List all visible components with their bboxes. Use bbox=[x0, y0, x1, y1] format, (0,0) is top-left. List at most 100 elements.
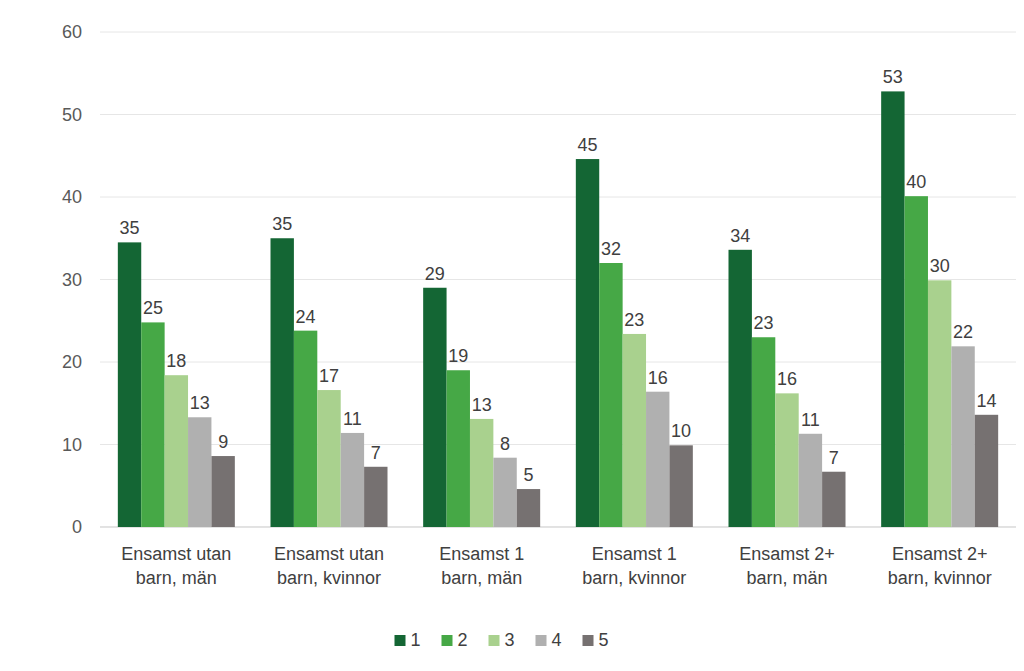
bar bbox=[646, 392, 669, 527]
data-label: 8 bbox=[500, 434, 510, 454]
legend-label: 3 bbox=[505, 630, 515, 650]
legend-swatch bbox=[395, 635, 406, 646]
legend-swatch bbox=[489, 635, 500, 646]
bar bbox=[881, 91, 904, 527]
grid-line bbox=[100, 444, 1016, 445]
legend-label: 5 bbox=[599, 630, 609, 650]
legend-label: 1 bbox=[411, 630, 421, 650]
x-tick-label-line: Ensamst utan bbox=[274, 544, 384, 564]
y-tick-label: 10 bbox=[62, 435, 82, 455]
bar bbox=[905, 196, 928, 527]
data-label: 14 bbox=[976, 391, 996, 411]
data-label: 30 bbox=[930, 256, 950, 276]
data-label: 10 bbox=[671, 421, 691, 441]
bar bbox=[211, 456, 234, 527]
data-label: 19 bbox=[448, 346, 468, 366]
bar bbox=[470, 419, 493, 527]
bar bbox=[623, 334, 646, 527]
legend-swatch bbox=[442, 635, 453, 646]
bar bbox=[141, 322, 164, 527]
y-tick-label: 0 bbox=[72, 517, 82, 537]
y-tick-label: 40 bbox=[62, 187, 82, 207]
x-tick-label-line: barn, kvinnor bbox=[277, 568, 381, 588]
data-labels: 3535294534532524193223401817132316301311… bbox=[120, 67, 997, 485]
x-tick-label: Ensamst 1 barn, kvinnor bbox=[582, 544, 686, 588]
bar bbox=[599, 263, 622, 527]
legend-swatch bbox=[536, 635, 547, 646]
x-tick-label-line: Ensamst 2+ bbox=[892, 544, 988, 564]
bar bbox=[975, 415, 998, 527]
bar bbox=[118, 242, 141, 527]
grid-line bbox=[100, 114, 1016, 115]
bar bbox=[822, 472, 845, 527]
bar bbox=[752, 337, 775, 527]
legend-label: 2 bbox=[458, 630, 468, 650]
data-label: 7 bbox=[829, 448, 839, 468]
bar bbox=[951, 346, 974, 527]
x-tick-label: Ensamst 2+ barn, kvinnor bbox=[888, 544, 992, 588]
chart: 0102030405060353529453453252419322340181… bbox=[0, 0, 1024, 671]
bar bbox=[928, 280, 951, 527]
data-label: 35 bbox=[120, 218, 140, 238]
bar bbox=[294, 331, 317, 527]
bar bbox=[165, 375, 188, 527]
data-label: 40 bbox=[906, 172, 926, 192]
legend-swatch bbox=[583, 635, 594, 646]
bar bbox=[341, 433, 364, 527]
grid-line bbox=[100, 197, 1016, 198]
bars bbox=[118, 91, 998, 527]
bar bbox=[799, 434, 822, 527]
data-label: 29 bbox=[425, 264, 445, 284]
data-label: 16 bbox=[777, 369, 797, 389]
data-label: 7 bbox=[371, 443, 381, 463]
legend-label: 4 bbox=[552, 630, 562, 650]
data-label: 18 bbox=[166, 351, 186, 371]
data-label: 32 bbox=[601, 239, 621, 259]
data-label: 24 bbox=[296, 307, 316, 327]
data-label: 5 bbox=[523, 465, 533, 485]
bar bbox=[364, 467, 387, 527]
bar bbox=[576, 159, 599, 527]
bar bbox=[729, 250, 752, 527]
bar bbox=[317, 390, 340, 527]
x-tick-label-line: Ensamst 1 bbox=[439, 544, 524, 564]
data-label: 11 bbox=[801, 410, 820, 430]
y-tick-label: 50 bbox=[62, 105, 82, 125]
x-tick-label: Ensamst 1 barn, män bbox=[439, 544, 524, 588]
data-label: 53 bbox=[883, 67, 903, 87]
data-label: 35 bbox=[272, 214, 292, 234]
bar bbox=[493, 458, 516, 527]
x-tick-label-line: barn, män bbox=[136, 568, 217, 588]
bar bbox=[669, 445, 692, 527]
grid-line bbox=[100, 362, 1016, 363]
bar bbox=[423, 288, 446, 527]
x-tick-label: Ensamst utanbarn, män bbox=[121, 544, 231, 588]
bar bbox=[447, 370, 470, 527]
x-tick-label-line: barn, kvinnor bbox=[582, 568, 686, 588]
x-tick-label-line: Ensamst 2+ bbox=[739, 544, 835, 564]
x-tick-label: Ensamst 2+ barn, män bbox=[739, 544, 835, 588]
bar bbox=[775, 393, 798, 527]
data-label: 17 bbox=[319, 366, 339, 386]
y-tick-label: 30 bbox=[62, 270, 82, 290]
data-label: 13 bbox=[472, 395, 492, 415]
x-tick-label: Ensamst utan barn, kvinnor bbox=[274, 544, 384, 588]
grid-line bbox=[100, 32, 1016, 33]
x-tick-label-line: barn, kvinnor bbox=[888, 568, 992, 588]
data-label: 22 bbox=[953, 322, 973, 342]
data-label: 11 bbox=[343, 409, 362, 429]
data-label: 9 bbox=[218, 432, 228, 452]
bar bbox=[517, 489, 540, 527]
data-label: 23 bbox=[754, 313, 774, 333]
y-tick-label: 60 bbox=[62, 22, 82, 42]
data-label: 16 bbox=[648, 368, 668, 388]
grid-line bbox=[100, 279, 1016, 280]
x-tick-label-line: barn, män bbox=[746, 568, 827, 588]
bar bbox=[188, 417, 211, 527]
data-label: 45 bbox=[578, 135, 598, 155]
x-tick-label-line: Ensamst 1 bbox=[592, 544, 677, 564]
x-tick-label-line: barn, män bbox=[441, 568, 522, 588]
y-tick-label: 20 bbox=[62, 352, 82, 372]
x-axis-line bbox=[100, 527, 1016, 528]
bar bbox=[271, 238, 294, 527]
